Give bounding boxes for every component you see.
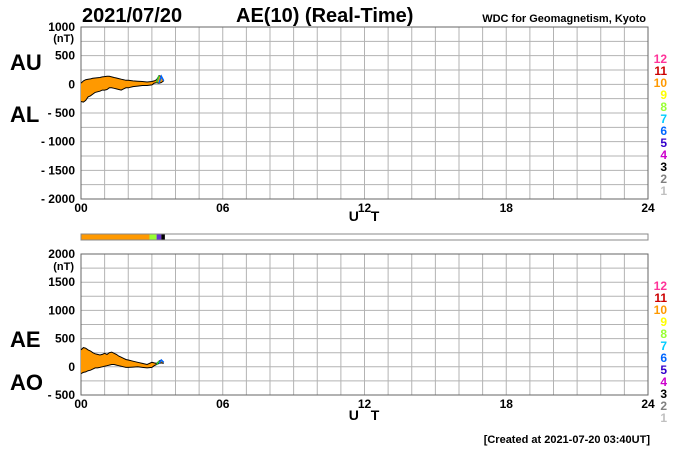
y-tick-label: 0 (68, 360, 75, 374)
legend-station-count: 5 (660, 363, 667, 377)
x-tick-label: 12 (358, 201, 372, 215)
legend-station-count: 10 (654, 76, 668, 90)
x-tick-label: 18 (500, 397, 514, 411)
x-tick-label: 00 (74, 397, 88, 411)
area-band (81, 347, 164, 374)
y-tick-label: - 1500 (41, 163, 75, 177)
legend-station-count: 12 (654, 279, 668, 293)
legend-station-count: 12 (654, 52, 668, 66)
y-tick-label: 500 (55, 49, 75, 63)
y-tick-label: 1000 (48, 20, 75, 34)
legend-station-count: 2 (660, 399, 667, 413)
unit-label-bottom: (nT) (53, 261, 74, 273)
series-lower-line (80, 80, 164, 103)
legend-station-count: 2 (660, 172, 667, 186)
chart-title: AE(10) (Real-Time) (236, 5, 413, 27)
x-tick-label: 00 (74, 201, 88, 215)
x-tick-label: 06 (216, 201, 230, 215)
series-label-al: AL (10, 102, 39, 127)
created-timestamp: [Created at 2021-07-20 03:40UT] (484, 434, 651, 446)
legend-station-count: 8 (660, 327, 667, 341)
y-tick-label: 2000 (48, 247, 75, 261)
series-label-ae: AE (10, 327, 41, 352)
latest-station-trace (155, 75, 160, 83)
y-tick-label: - 500 (48, 388, 76, 402)
legend-station-count: 7 (660, 339, 667, 353)
area-band (81, 75, 164, 103)
legend-station-count: 11 (654, 291, 667, 305)
legend-station-count: 9 (660, 315, 667, 329)
legend-station-count: 8 (660, 100, 667, 114)
series-lower-line (80, 362, 164, 375)
x-tick-label: 06 (216, 397, 230, 411)
legend-station-count: 1 (660, 411, 667, 425)
timeline-segment (81, 234, 150, 240)
series-label-ao: AO (10, 370, 43, 395)
plot-frame (80, 26, 649, 200)
y-tick-label: 500 (55, 332, 75, 346)
unit-label-top: (nT) (53, 33, 74, 45)
legend-station-count: 6 (660, 351, 667, 365)
series-label-au: AU (10, 50, 42, 75)
x-axis-label-top: U T (349, 208, 384, 224)
timeline-bar (80, 233, 649, 241)
legend-station-count: 5 (660, 136, 667, 150)
y-tick-label: 0 (68, 77, 75, 91)
series-upper-line (80, 75, 165, 84)
timeline-frame (80, 233, 649, 241)
latest-station-trace (158, 358, 165, 364)
x-tick-label: 18 (500, 201, 514, 215)
legend-station-count: 6 (660, 124, 667, 138)
legend-station-count: 3 (660, 160, 667, 174)
legend-station-count: 7 (660, 112, 667, 126)
legend-station-count: 3 (660, 387, 667, 401)
legend-station-count: 11 (654, 64, 667, 78)
x-axis-label-bottom: U T (349, 407, 384, 423)
y-tick-label: - 2000 (41, 192, 75, 206)
timeline-segment (156, 234, 162, 240)
legend-station-count: 4 (660, 375, 667, 389)
timeline-segment (161, 234, 165, 240)
y-tick-label: - 500 (48, 106, 76, 120)
x-tick-label: 12 (358, 397, 372, 411)
legend-station-count: 4 (660, 148, 667, 162)
series-upper-line (80, 347, 165, 366)
y-tick-label: 1000 (48, 303, 75, 317)
timeline-segment (149, 234, 157, 240)
plot-frame (80, 253, 649, 396)
legend-station-count: 9 (660, 88, 667, 102)
latest-station-trace (155, 360, 160, 365)
y-tick-label: - 1000 (41, 135, 75, 149)
latest-station-trace (158, 74, 165, 84)
x-tick-label: 24 (641, 201, 655, 215)
legend-station-count: 1 (660, 184, 667, 198)
y-tick-label: 1500 (48, 275, 75, 289)
legend-station-count: 10 (654, 303, 668, 317)
source-label: WDC for Geomagnetism, Kyoto (482, 13, 646, 25)
date-title: 2021/07/20 (82, 5, 182, 27)
x-tick-label: 24 (641, 397, 655, 411)
